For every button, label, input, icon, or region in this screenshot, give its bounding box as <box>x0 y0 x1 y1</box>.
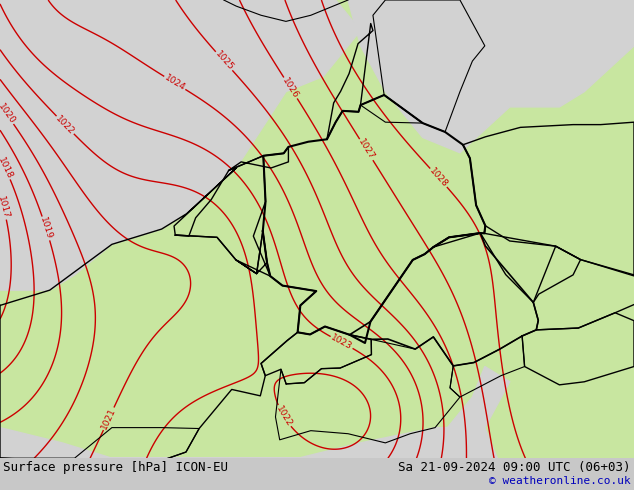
Text: 1025: 1025 <box>213 49 235 73</box>
Text: Surface pressure [hPa] ICON-EU: Surface pressure [hPa] ICON-EU <box>3 462 228 474</box>
Text: 1021: 1021 <box>100 407 118 431</box>
Text: 1028: 1028 <box>427 166 450 189</box>
Polygon shape <box>448 367 510 428</box>
Text: © weatheronline.co.uk: © weatheronline.co.uk <box>489 476 631 486</box>
Text: 1024: 1024 <box>163 73 187 93</box>
Polygon shape <box>0 428 497 458</box>
Polygon shape <box>348 0 634 153</box>
Text: 1020: 1020 <box>0 102 16 126</box>
Text: 1026: 1026 <box>281 76 301 100</box>
Text: Sa 21-09-2024 09:00 UTC (06+03): Sa 21-09-2024 09:00 UTC (06+03) <box>398 462 631 474</box>
Text: 1027: 1027 <box>356 138 376 162</box>
Text: 1018: 1018 <box>0 156 14 180</box>
Text: 1022: 1022 <box>54 114 76 136</box>
Text: 1017: 1017 <box>0 195 11 220</box>
Text: 1023: 1023 <box>330 333 354 352</box>
Text: 1019: 1019 <box>38 216 54 241</box>
Text: 1022: 1022 <box>274 404 294 428</box>
Polygon shape <box>0 0 361 290</box>
